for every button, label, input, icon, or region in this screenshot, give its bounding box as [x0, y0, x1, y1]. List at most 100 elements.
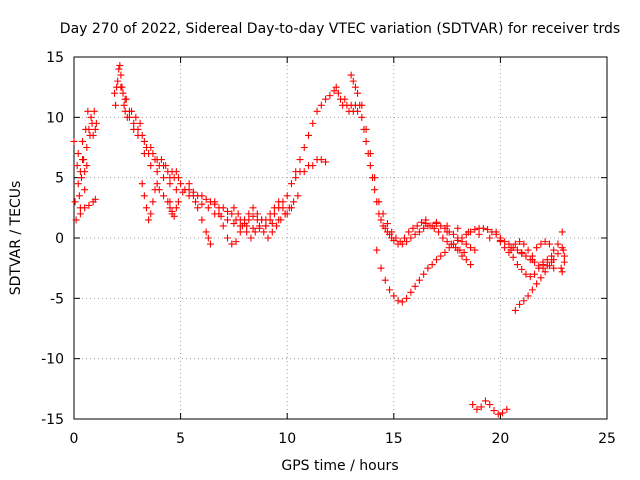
data-point [473, 405, 481, 413]
data-point [518, 265, 526, 273]
data-point [160, 192, 168, 200]
data-point [358, 113, 366, 121]
data-point [85, 201, 93, 209]
data-point [454, 236, 462, 244]
data-point [70, 137, 78, 145]
data-point [362, 125, 370, 133]
data-point [285, 204, 293, 212]
data-point [142, 204, 150, 212]
data-point [162, 162, 170, 170]
data-point [198, 200, 206, 208]
data-point [548, 252, 556, 260]
data-point [202, 195, 210, 203]
data-point [537, 274, 545, 282]
data-point [277, 216, 285, 224]
data-point [379, 210, 387, 218]
data-point [560, 252, 568, 260]
data-point [509, 253, 517, 261]
data-point [420, 270, 428, 278]
data-point [443, 222, 451, 230]
data-point [194, 204, 202, 212]
data-point [117, 83, 125, 91]
data-point [520, 240, 528, 248]
y-tick-label: 0 [55, 231, 64, 247]
data-point [347, 71, 355, 79]
data-point [204, 234, 212, 242]
data-point [481, 397, 489, 405]
data-point [409, 224, 417, 232]
data-point [454, 224, 462, 232]
data-point [140, 137, 148, 145]
data-point [413, 222, 421, 230]
data-point [388, 228, 396, 236]
y-tick-label: 5 [55, 171, 64, 187]
data-point [464, 228, 472, 236]
data-point [486, 401, 494, 409]
data-point [279, 204, 287, 212]
data-point [557, 264, 565, 272]
data-point [238, 222, 246, 230]
data-point [300, 168, 308, 176]
data-point [541, 268, 549, 276]
data-point [76, 210, 84, 218]
data-point [362, 137, 370, 145]
data-point [112, 101, 120, 109]
data-point [396, 238, 404, 246]
data-point [403, 294, 411, 302]
data-point [119, 89, 127, 97]
data-point [560, 258, 568, 266]
y-tick-label: -15 [41, 412, 64, 428]
data-point [77, 174, 85, 182]
data-point [172, 186, 180, 194]
data-point [507, 246, 515, 254]
data-point [545, 240, 553, 248]
data-point [134, 131, 142, 139]
data-point [166, 180, 174, 188]
data-point [458, 234, 466, 242]
data-point [253, 210, 261, 218]
data-point [273, 222, 281, 230]
data-point [268, 220, 276, 228]
data-point [73, 162, 81, 170]
data-point [147, 144, 155, 151]
data-point [160, 174, 168, 182]
data-point [87, 113, 95, 121]
data-point [479, 224, 487, 232]
data-point [71, 198, 79, 206]
data-point [381, 276, 389, 284]
data-point [121, 95, 129, 103]
data-point [458, 252, 466, 260]
data-point [241, 216, 249, 224]
data-point [116, 61, 124, 69]
data-point [528, 286, 536, 294]
data-point [81, 186, 89, 194]
data-point [268, 228, 276, 236]
data-point [81, 168, 89, 176]
data-point [398, 298, 406, 306]
data-point [149, 198, 157, 206]
data-point [136, 119, 144, 127]
data-point [533, 244, 541, 252]
data-point [526, 273, 534, 281]
data-point [516, 238, 524, 246]
data-point [202, 228, 210, 236]
data-point [405, 228, 413, 236]
data-point [418, 218, 426, 226]
data-point [449, 240, 457, 248]
data-point [437, 222, 445, 230]
data-point [166, 198, 174, 206]
data-point [511, 240, 519, 248]
data-point [140, 192, 148, 200]
data-point [153, 180, 161, 188]
data-point [484, 226, 492, 234]
data-point [172, 204, 180, 212]
x-tick-label: 15 [385, 431, 403, 447]
data-point [392, 234, 400, 242]
data-point [449, 230, 457, 238]
data-point [554, 240, 562, 248]
data-point [230, 220, 238, 228]
data-point [309, 119, 317, 127]
data-point [543, 256, 551, 264]
data-point [490, 407, 498, 415]
data-point [147, 210, 155, 218]
